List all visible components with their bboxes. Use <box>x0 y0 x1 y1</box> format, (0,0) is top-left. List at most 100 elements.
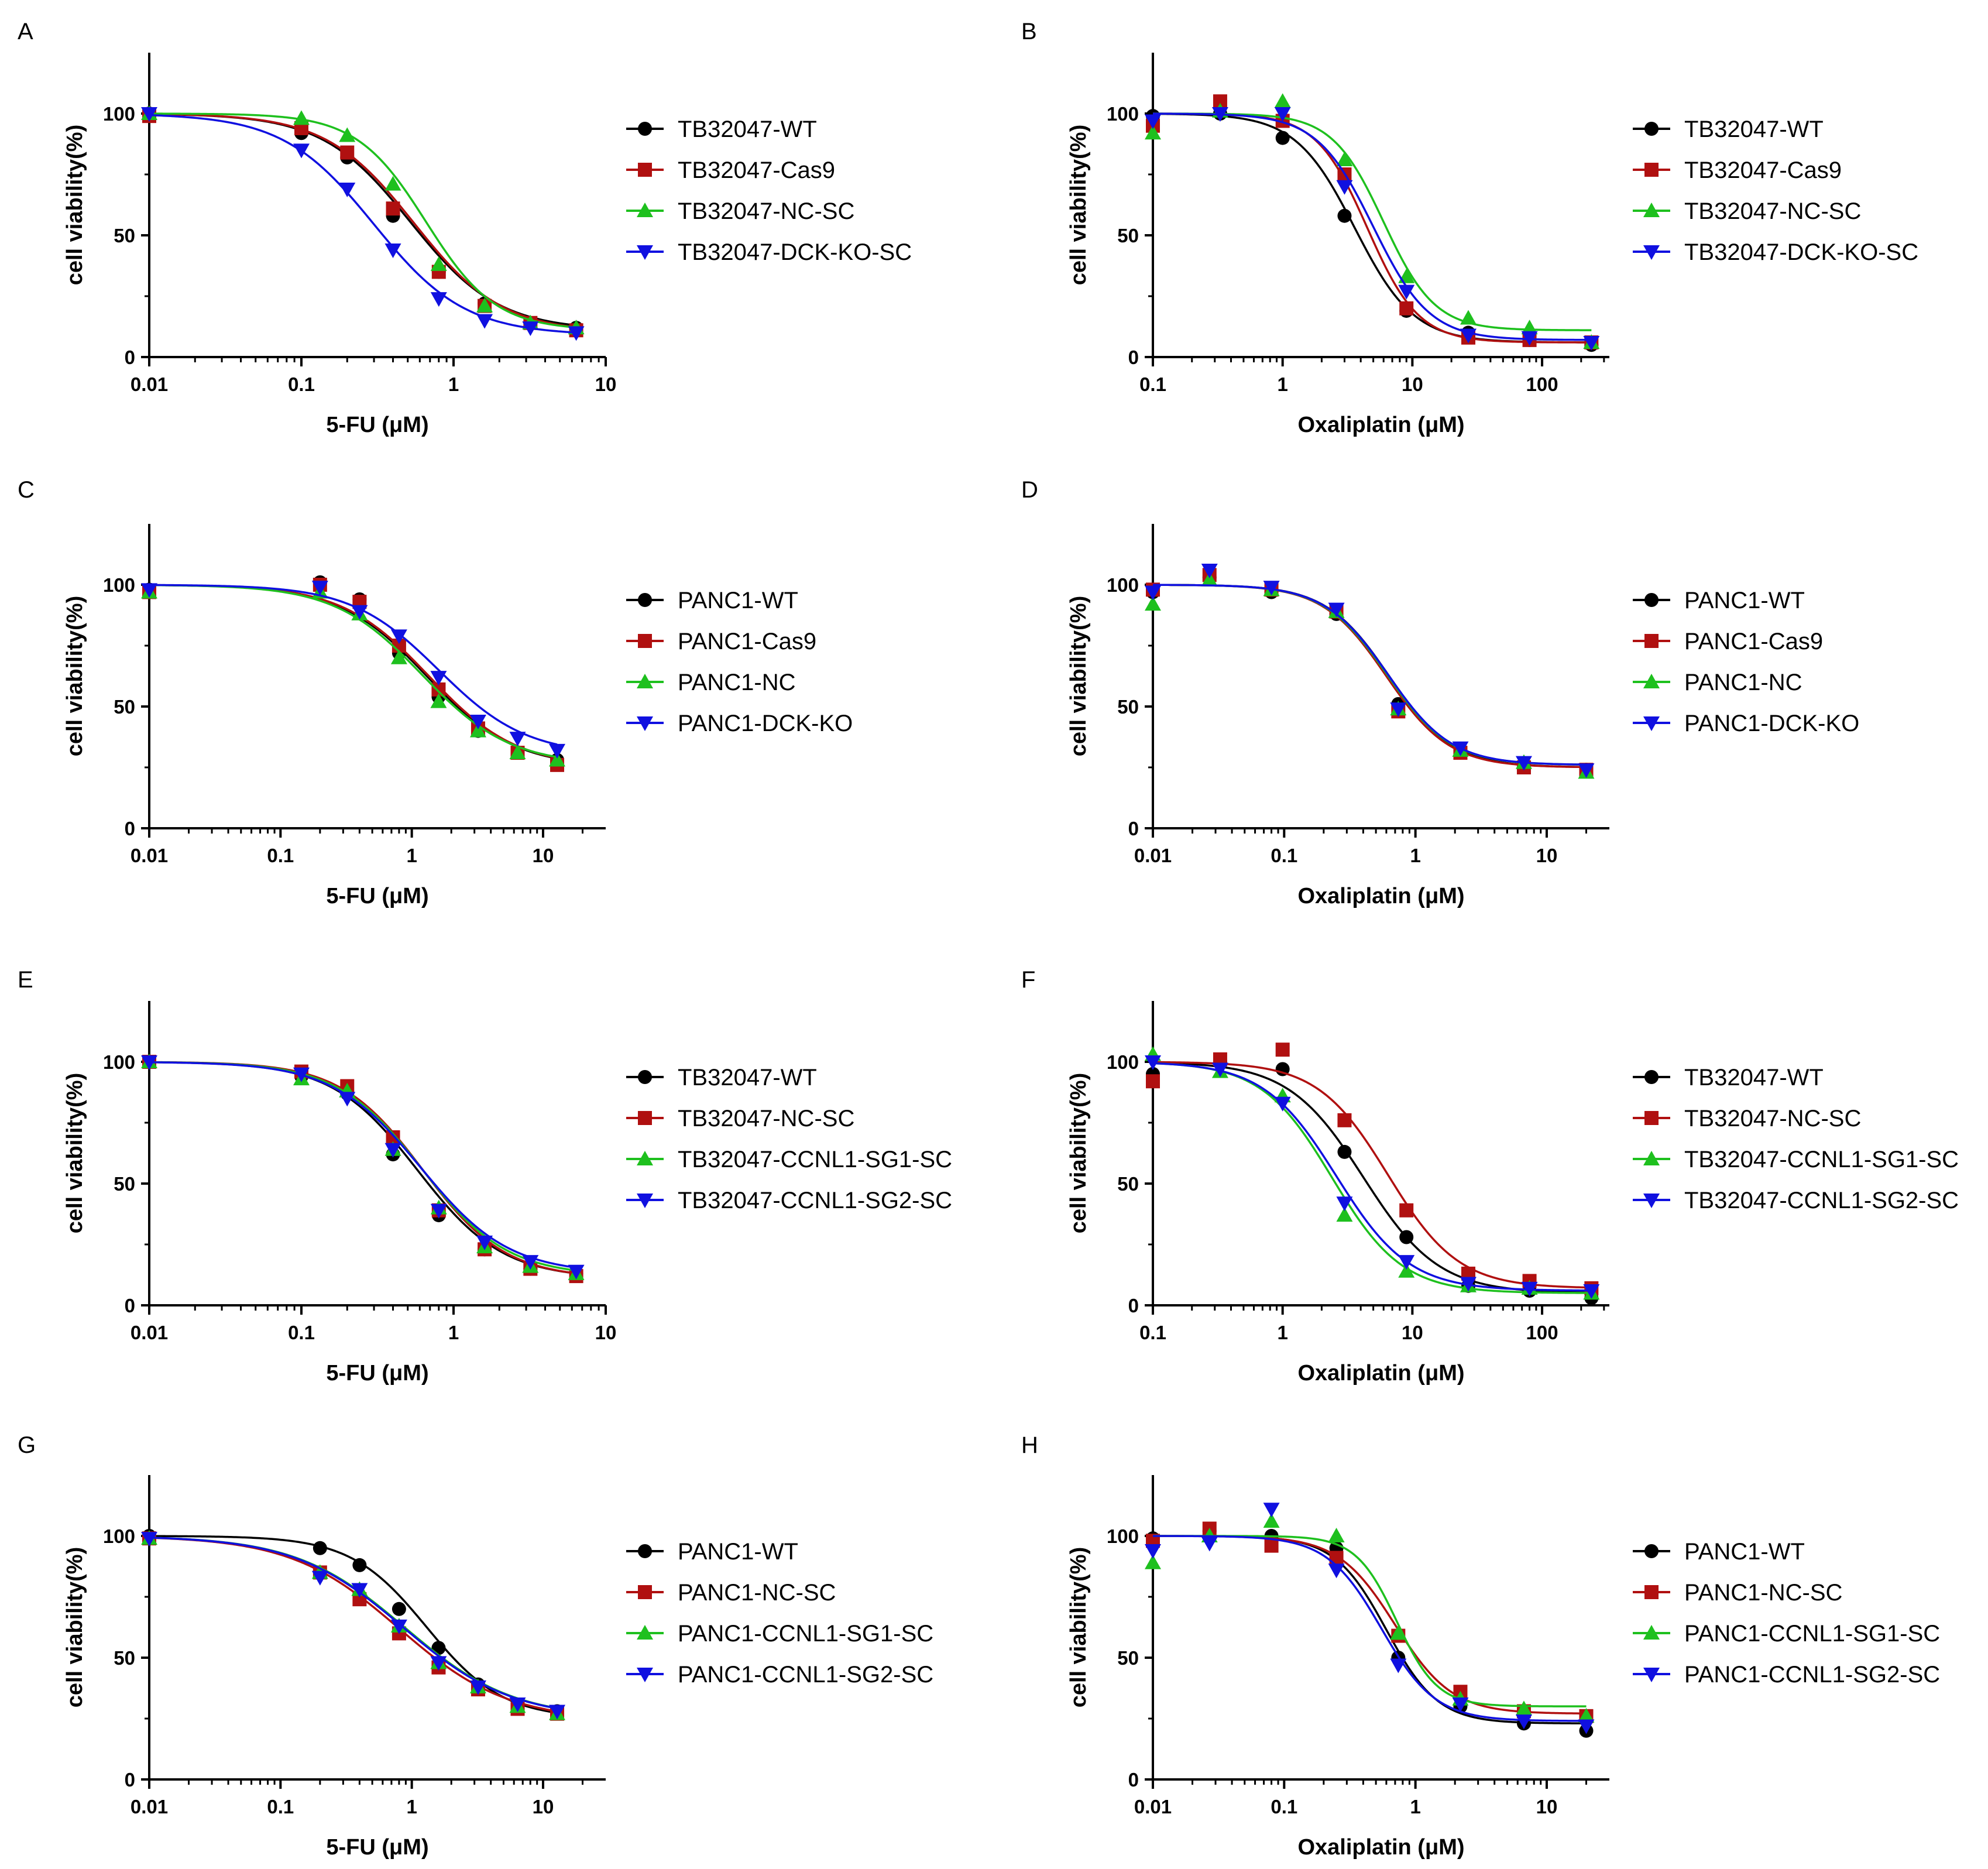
legend-label: PANC1-WT <box>678 1539 798 1565</box>
data-point <box>1275 131 1290 145</box>
legend-label: PANC1-CCNL1-SG1-SC <box>1684 1621 1940 1647</box>
x-tick-label: 10 <box>533 1796 554 1817</box>
fit-curve <box>1152 1062 1592 1294</box>
data-point <box>1145 125 1161 140</box>
series-TB32047-DCK-KO-SC <box>141 107 585 341</box>
y-axis-title: cell viability(%) <box>1066 1547 1091 1708</box>
fit-curve <box>1153 1535 1587 1724</box>
data-point <box>1145 585 1161 601</box>
x-tick-label: 10 <box>1536 1796 1558 1817</box>
legend-label: TB32047-WT <box>678 116 817 142</box>
legend-marker <box>1644 1585 1659 1599</box>
y-axis-title: cell viability(%) <box>63 1073 87 1234</box>
data-point <box>1328 1528 1345 1542</box>
legend-marker <box>1644 593 1659 607</box>
data-point <box>1390 702 1407 718</box>
x-tick-label: 1 <box>1410 845 1420 866</box>
x-tick-label: 10 <box>595 1322 617 1343</box>
data-point <box>1521 320 1538 335</box>
data-point <box>1145 1544 1161 1559</box>
x-tick-label: 0.01 <box>131 845 168 866</box>
data-point <box>509 1697 526 1713</box>
data-point <box>351 1583 368 1598</box>
series-TB32047-NC-SC <box>141 105 585 335</box>
legend-marker <box>637 245 653 260</box>
data-point <box>522 1255 539 1270</box>
x-tick-label: 10 <box>1402 1322 1423 1343</box>
legend-marker <box>638 1070 652 1084</box>
legend-marker <box>1643 1151 1660 1165</box>
data-point <box>339 182 356 197</box>
series-PANC1-WT <box>1146 570 1594 777</box>
legend-marker <box>1643 674 1660 688</box>
data-point <box>1398 1263 1415 1278</box>
legend-label: PANC1-NC <box>678 670 796 695</box>
legend-marker <box>1644 1544 1659 1558</box>
chart-panel-E: E 0 50 100 0.01 0.1 1 10 5-FU (μM) cell viability… <box>18 967 952 1386</box>
legend-label: PANC1-Cas9 <box>1684 629 1823 654</box>
legend-label: TB32047-DCK-KO-SC <box>1684 239 1918 265</box>
data-point <box>1211 107 1228 122</box>
legend: PANC1-WT PANC1-NC-SC PANC1-CCNL1-SG1-SC PAN… <box>626 1539 933 1688</box>
x-tick-label: 0.01 <box>131 373 168 395</box>
data-point <box>339 1092 356 1107</box>
x-tick-label: 0.1 <box>267 1796 294 1817</box>
fit-curve <box>149 1537 558 1710</box>
data-point <box>384 176 401 191</box>
data-point <box>509 732 526 747</box>
data-point <box>509 745 526 760</box>
legend-label: TB32047-CCNL1-SG2-SC <box>678 1188 952 1213</box>
legend-label: PANC1-DCK-KO <box>1684 711 1859 736</box>
fit-curve <box>149 1061 576 1275</box>
legend-marker <box>1644 1070 1659 1084</box>
data-point <box>386 201 400 216</box>
data-point <box>1337 208 1352 223</box>
y-tick-label: 100 <box>1107 103 1139 125</box>
data-point <box>1515 756 1532 771</box>
x-tick-label: 100 <box>1526 1322 1558 1343</box>
x-tick-label: 0.1 <box>1139 373 1166 395</box>
data-point <box>1264 1538 1279 1553</box>
data-point <box>476 1235 493 1250</box>
y-axis-title: cell viability(%) <box>1066 125 1091 286</box>
chart-panel-B: B 0 50 100 0.1 1 10 100 Oxaliplatin (μM) cell via… <box>1021 19 1918 437</box>
legend-marker <box>637 1151 653 1165</box>
legend-label: PANC1-CCNL1-SG2-SC <box>678 1662 933 1688</box>
legend-label: TB32047-Cas9 <box>678 157 835 183</box>
data-point <box>1337 1113 1352 1127</box>
series-PANC1-DCK-KO <box>141 581 566 759</box>
series-TB32047-NC-SC <box>1146 1042 1599 1295</box>
legend-marker <box>637 716 653 731</box>
legend-marker <box>637 1668 653 1682</box>
legend: PANC1-WT PANC1-Cas9 PANC1-NC PANC1-DCK-KO <box>1633 588 1859 736</box>
data-point <box>1521 331 1538 346</box>
data-point <box>469 714 486 729</box>
data-point <box>1274 1096 1291 1112</box>
legend-marker <box>638 1111 652 1125</box>
data-point <box>430 292 447 307</box>
panel-label: E <box>18 967 33 993</box>
data-point <box>1336 1207 1353 1222</box>
legend-marker <box>638 1544 652 1558</box>
fit-curve <box>149 1061 576 1275</box>
data-point <box>430 693 447 708</box>
fit-curve <box>149 584 558 759</box>
y-tick-label: 50 <box>114 225 135 246</box>
y-tick-label: 0 <box>1128 818 1139 839</box>
data-point <box>1452 741 1469 756</box>
data-point <box>384 1143 401 1158</box>
x-axis-title: Oxaliplatin (μM) <box>1297 1361 1464 1386</box>
fit-curve <box>1152 584 1587 769</box>
legend: PANC1-WT PANC1-NC-SC PANC1-CCNL1-SG1-SC PAN… <box>1633 1539 1940 1688</box>
fit-curve <box>1152 584 1587 766</box>
fit-curve <box>1152 1535 1587 1715</box>
legend-marker <box>1644 1111 1659 1125</box>
data-point <box>141 583 157 598</box>
data-point <box>430 256 447 271</box>
legend-marker <box>638 122 652 136</box>
series-PANC1-NC <box>1145 571 1595 779</box>
x-axis-title: Oxaliplatin (μM) <box>1297 1835 1464 1860</box>
data-point <box>1398 1255 1415 1270</box>
data-point <box>390 629 407 644</box>
y-tick-label: 0 <box>125 1295 135 1316</box>
